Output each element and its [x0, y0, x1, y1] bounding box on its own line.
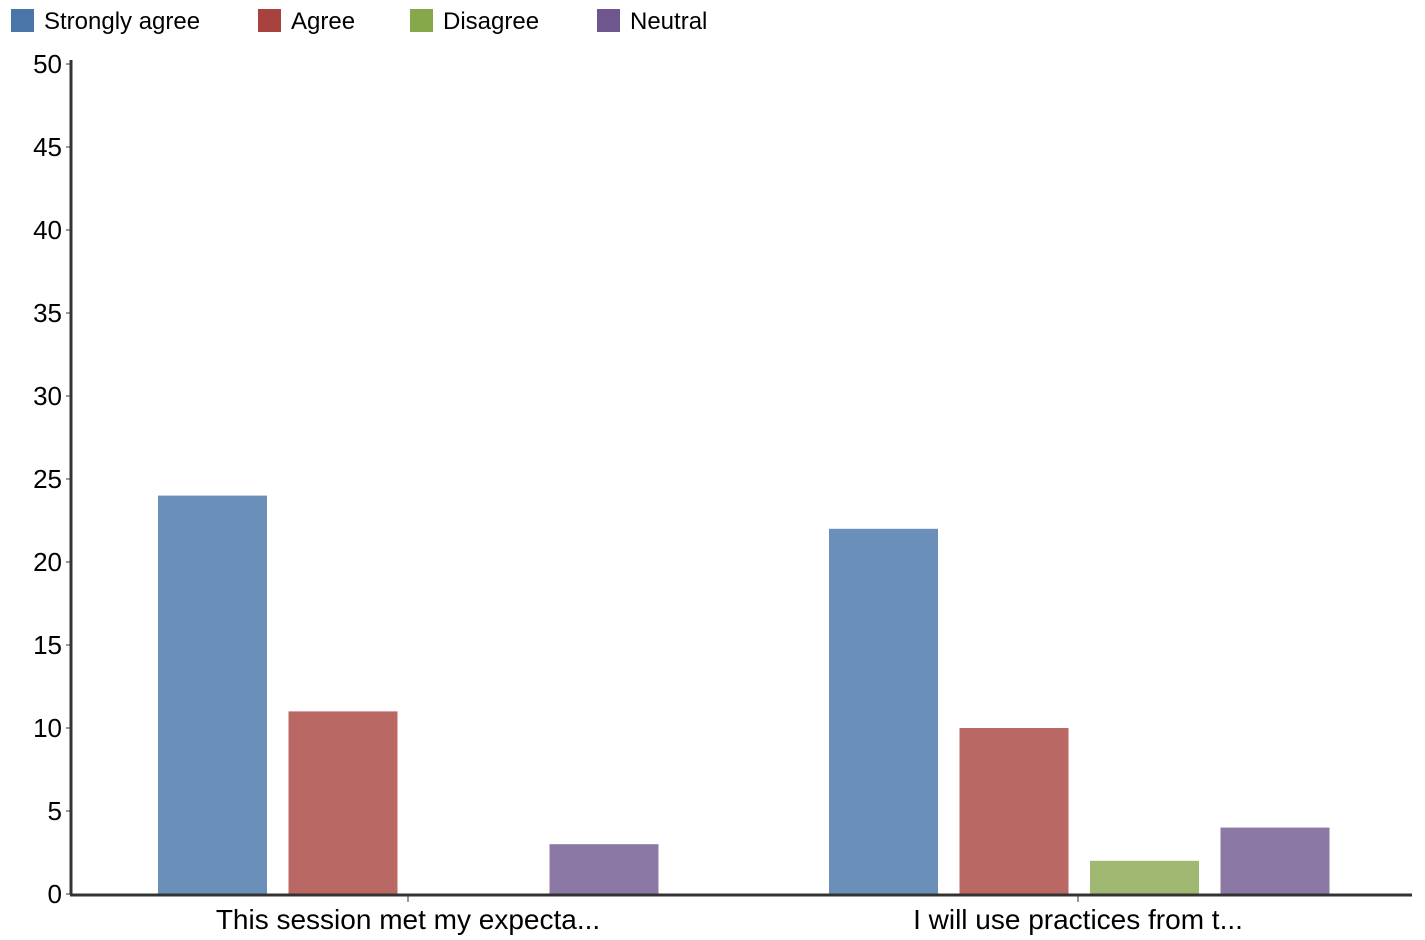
legend-label-neutral: Neutral [630, 8, 707, 35]
x-category-label: This session met my expecta... [216, 904, 600, 935]
legend-label-strongly-agree: Strongly agree [44, 8, 200, 35]
bar-agree-2 [959, 728, 1069, 894]
bars [158, 495, 1330, 894]
bar-strongly-agree-1 [158, 495, 267, 894]
legend-swatch-agree [258, 9, 281, 32]
bar-agree-1 [288, 711, 398, 894]
legend: Strongly agree Agree Disagree Neutral [11, 8, 707, 35]
y-tick-label: 15 [33, 630, 62, 660]
bar-disagree-2 [1090, 860, 1199, 894]
y-tick-label: 35 [33, 298, 62, 328]
y-tick-label: 20 [33, 547, 62, 577]
legend-swatch-strongly-agree [11, 9, 34, 32]
legend-swatch-disagree [410, 9, 433, 32]
y-axis: 0 5 10 15 20 25 30 35 40 45 50 [33, 49, 73, 909]
legend-label-agree: Agree [291, 8, 355, 35]
bar-strongly-agree-2 [829, 528, 938, 894]
bar-neutral-2 [1220, 827, 1330, 894]
y-tick-label: 5 [48, 796, 62, 826]
legend-swatch-neutral [597, 9, 620, 32]
y-tick-label: 10 [33, 713, 62, 743]
y-tick-label: 25 [33, 464, 62, 494]
x-category-label: I will use practices from t... [913, 904, 1243, 935]
y-tick-label: 30 [33, 381, 62, 411]
bar-neutral-1 [549, 844, 659, 894]
y-tick-label: 0 [48, 879, 62, 909]
y-tick-label: 50 [33, 49, 62, 79]
x-axis: This session met my expecta... I will use… [70, 893, 1412, 935]
y-tick-label: 45 [33, 132, 62, 162]
y-tick-label: 40 [33, 215, 62, 245]
legend-label-disagree: Disagree [443, 8, 539, 35]
